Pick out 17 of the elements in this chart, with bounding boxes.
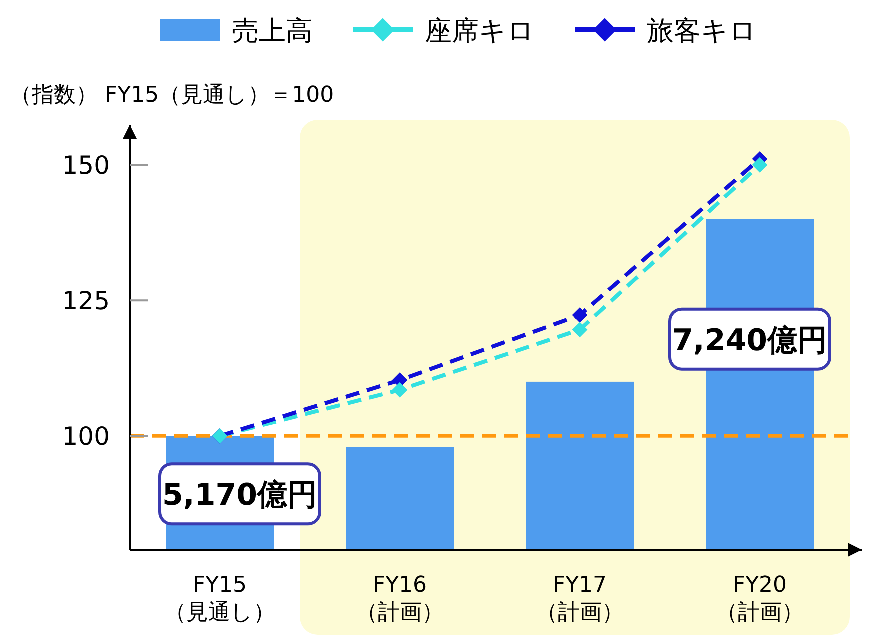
y-tick-label: 125 xyxy=(62,286,110,316)
x-tick-label: FY17 （計画） xyxy=(536,573,624,626)
y-axis-title: （指数） FY15（見通し）＝100 xyxy=(10,83,334,108)
x-tick-label: FY20 （計画） xyxy=(716,573,804,626)
annotation: 5,170億円 xyxy=(162,478,318,514)
x-tick-label: FY15 （見通し） xyxy=(164,573,276,626)
x-tick-label: FY16 （計画） xyxy=(356,573,444,626)
point xyxy=(572,322,588,338)
y-tick-label: 150 xyxy=(62,151,110,180)
point xyxy=(752,158,768,173)
legend-label: 旅客キロ xyxy=(647,16,757,47)
legend-label: 売上高 xyxy=(232,16,313,47)
y-tick-label: 100 xyxy=(62,422,110,452)
point xyxy=(392,382,408,398)
annotation: 7,240億円 xyxy=(672,323,828,358)
point xyxy=(572,308,588,323)
legend-label: 座席キロ xyxy=(425,16,535,47)
